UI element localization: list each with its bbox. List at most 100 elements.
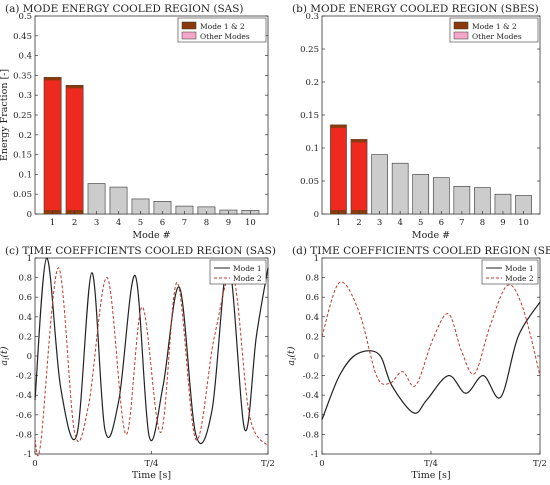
panel1-bar-cap-1 (44, 77, 62, 81)
panel1-legend-label-other: Other Modes (200, 32, 250, 41)
panel1-y-tick-label: 0.45 (13, 32, 32, 42)
panel2-y-tick-label: 0.25 (300, 45, 319, 55)
panel1-x-tick-label: 4 (116, 218, 121, 228)
panel2-x-tick-label: 10 (518, 218, 529, 228)
panel2-x-tick-label: 3 (377, 218, 382, 228)
panel1-y-tick-label: 0 (27, 210, 32, 220)
panel3-y-tick-label: 1 (27, 254, 32, 264)
panel1-x-tick-label: 5 (138, 218, 143, 228)
panel4-y-tick-label: -0.4 (303, 391, 319, 401)
panel1-y-tick-label: 0.5 (18, 12, 32, 22)
panel1-y-tick-label: 0.25 (13, 111, 32, 121)
panel4-series-line-1 (321, 301, 541, 420)
panel2-legend-label-mode12: Mode 1 & 2 (472, 22, 517, 31)
panel1-bar-mode-2 (65, 85, 84, 215)
panel2-y-tick-label: 0.15 (300, 111, 319, 121)
panel1-y-tick-label: 0.1 (18, 170, 32, 180)
panel4-y-tick-label: 1 (314, 254, 319, 264)
panel2-bar-cap-2 (350, 139, 368, 143)
panel1-bar-cap-2 (65, 85, 84, 89)
panel1-bar-mode-4 (109, 186, 128, 215)
panel4-y-tick-label: -1 (311, 450, 319, 460)
panel2-x-tick-label: 5 (418, 218, 423, 228)
panel1-x-tick-label: 1 (50, 218, 55, 228)
panel3-series-line-1 (34, 257, 269, 445)
panel3-y-tick-label: -0.4 (16, 391, 32, 401)
panel1-y-axis-label: Energy Fraction [-] (0, 69, 10, 161)
panel2-x-tick-label: 1 (336, 218, 341, 228)
panel2-y-tick-label: 0.2 (305, 78, 319, 88)
panel4-title: (d) TIME COEFFICIENTS COOLED REGION (SBE… (292, 245, 550, 257)
panel1-legend-swatch-mode12 (181, 21, 197, 30)
panel4-y-tick-label: -0.2 (303, 372, 319, 382)
panel4-x-tick-label: T/4 (424, 459, 438, 469)
panel3-x-tick-label: T/4 (145, 459, 159, 469)
panel2-legend-swatch-mode12 (453, 21, 469, 30)
panel4-legend-label-1: Mode 1 (505, 264, 534, 273)
panel2-bar-mode-2 (350, 139, 368, 215)
panel1-x-tick-label: 10 (245, 218, 256, 228)
panel2-y-tick-label: 0.1 (305, 144, 319, 154)
panel4-legend-label-2: Mode 2 (505, 274, 534, 283)
panel2-y-tick-label: 0 (314, 210, 319, 220)
panel4-y-tick-label: -0.8 (303, 430, 319, 440)
panel3-legend-box (209, 259, 267, 285)
panel3-y-axis-label: ai(t) (0, 346, 11, 365)
panel3-x-tick-label: 0 (32, 459, 37, 469)
panel2-x-tick-label: 7 (459, 218, 464, 228)
panel1-bar-mode-1 (43, 77, 62, 215)
panel2-x-tick-label: 8 (480, 218, 485, 228)
panel1-y-tick-label: 0.35 (13, 71, 32, 81)
panel1-x-tick-label: 2 (72, 218, 77, 228)
panel3-title: (c) TIME COEFFICIENTS COOLED REGION (SAS… (5, 245, 276, 257)
panel2-bar-mode-3 (371, 154, 388, 215)
panel1-y-tick-label: 0.3 (18, 91, 32, 101)
panel3-legend-label-1: Mode 1 (233, 264, 262, 273)
panel3-y-tick-label: -0.2 (16, 372, 32, 382)
panel4-x-tick-label: 0 (319, 459, 324, 469)
panel3-y-tick-label: -1 (24, 450, 32, 460)
panel2-bar-mode-5 (412, 174, 430, 215)
panel4-x-axis-label: Time [s] (411, 470, 450, 481)
panel2-y-tick-label: 0.05 (300, 177, 319, 187)
panel2-title: (b) MODE ENERGY COOLED REGION (SBES) (292, 3, 539, 15)
panel1-x-tick-label: 9 (226, 218, 231, 228)
panel2-x-tick-label: 6 (439, 218, 444, 228)
panel2-bar-cap-1 (330, 124, 347, 128)
panel1-x-tick-label: 3 (94, 218, 99, 228)
panel4-y-tick-label: 0.6 (305, 293, 319, 303)
panel2-bar-mode-7 (453, 185, 471, 215)
panel2-legend-label-other: Other Modes (472, 32, 522, 41)
panel3-y-tick-label: 0.2 (18, 332, 32, 342)
panel3-y-tick-label: 0 (27, 352, 32, 362)
panel2-bar-mode-1 (330, 124, 347, 215)
panel3-x-tick-label: T/2 (261, 459, 275, 469)
panel1-x-axis-label: Mode # (132, 230, 170, 241)
panel4-y-tick-label: 0.4 (305, 313, 319, 323)
panel2-x-tick-label: 2 (356, 218, 361, 228)
panel1-x-tick-label: 7 (182, 218, 187, 228)
panel4-y-tick-label: 0 (314, 352, 319, 362)
panel4-series-line-2 (321, 281, 541, 387)
panel1-legend-swatch-other (181, 31, 197, 40)
panel3-series-line-2 (34, 267, 269, 457)
panel2-x-tick-label: 9 (500, 218, 505, 228)
panel1-y-tick-label: 0.15 (13, 151, 32, 161)
panel3-y-tick-label: -0.8 (16, 430, 32, 440)
panel2-x-axis-label: Mode # (412, 230, 450, 241)
panel2-bar-mode-6 (432, 177, 450, 215)
panel2-bar-mode-4 (391, 162, 409, 215)
panel1-title: (a) MODE ENERGY COOLED REGION (SAS) (5, 3, 244, 15)
panel2-legend-swatch-other (453, 31, 469, 40)
panel3-y-tick-label: 0.8 (18, 274, 32, 284)
panel4-y-axis-label: ai(t) (286, 346, 298, 365)
panel3-y-tick-label: -0.6 (16, 411, 32, 421)
panel4-x-tick-label: T/2 (533, 459, 547, 469)
panel2-bar-mode-8 (474, 187, 491, 215)
panel1-y-tick-label: 0.4 (18, 52, 32, 62)
panel1-x-tick-label: 6 (160, 218, 165, 228)
panel1-y-tick-label: 0.05 (13, 190, 32, 200)
panel2-x-tick-label: 4 (397, 218, 402, 228)
panel1-y-tick-label: 0.2 (18, 131, 32, 141)
